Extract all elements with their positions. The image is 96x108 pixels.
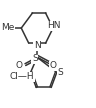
Text: O: O: [50, 61, 57, 70]
Text: Cl—H: Cl—H: [10, 72, 35, 81]
Text: O: O: [15, 61, 22, 70]
Text: S: S: [58, 68, 63, 77]
Text: S: S: [32, 54, 38, 63]
Text: HN: HN: [47, 21, 60, 30]
Text: N: N: [34, 41, 41, 50]
Text: Me: Me: [1, 22, 14, 32]
